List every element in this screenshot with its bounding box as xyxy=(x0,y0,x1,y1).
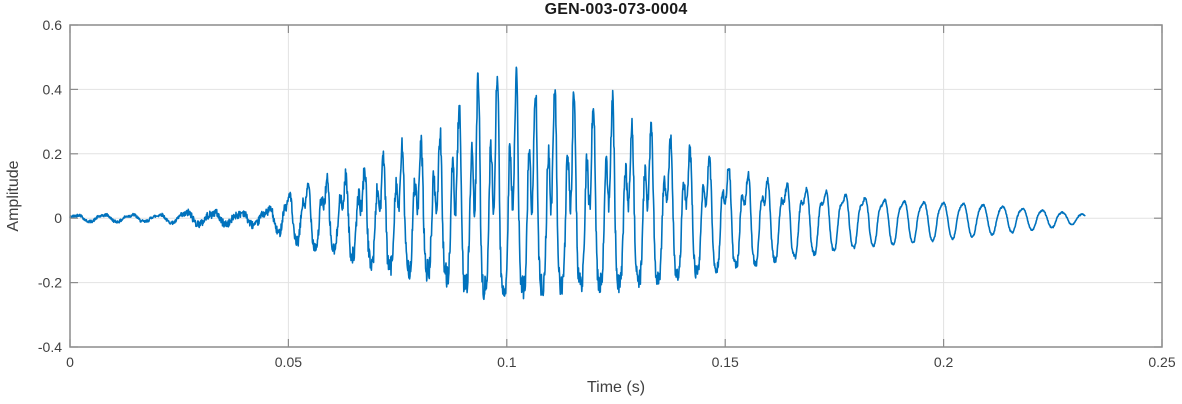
y-tick-label: -0.4 xyxy=(38,339,62,355)
x-axis-label: Time (s) xyxy=(586,379,646,396)
x-tick-label: 0.2 xyxy=(934,354,954,370)
y-tick-label: 0.4 xyxy=(43,81,63,97)
y-tick-label: -0.2 xyxy=(38,275,62,291)
plot-title: GEN-003-073-0004 xyxy=(544,1,688,18)
plot-background xyxy=(70,25,1162,347)
y-tick-label: 0.2 xyxy=(43,146,63,162)
x-tick-label: 0.15 xyxy=(712,354,739,370)
x-tick-label: 0.1 xyxy=(497,354,517,370)
x-tick-label: 0 xyxy=(66,354,74,370)
x-tick-label: 0.25 xyxy=(1148,354,1175,370)
axis-box xyxy=(69,24,1163,348)
waveform-line xyxy=(69,66,1086,301)
x-tick-label: 0.05 xyxy=(275,354,302,370)
y-tick-label: 0 xyxy=(54,210,62,226)
y-tick-label: 0.6 xyxy=(43,17,63,33)
